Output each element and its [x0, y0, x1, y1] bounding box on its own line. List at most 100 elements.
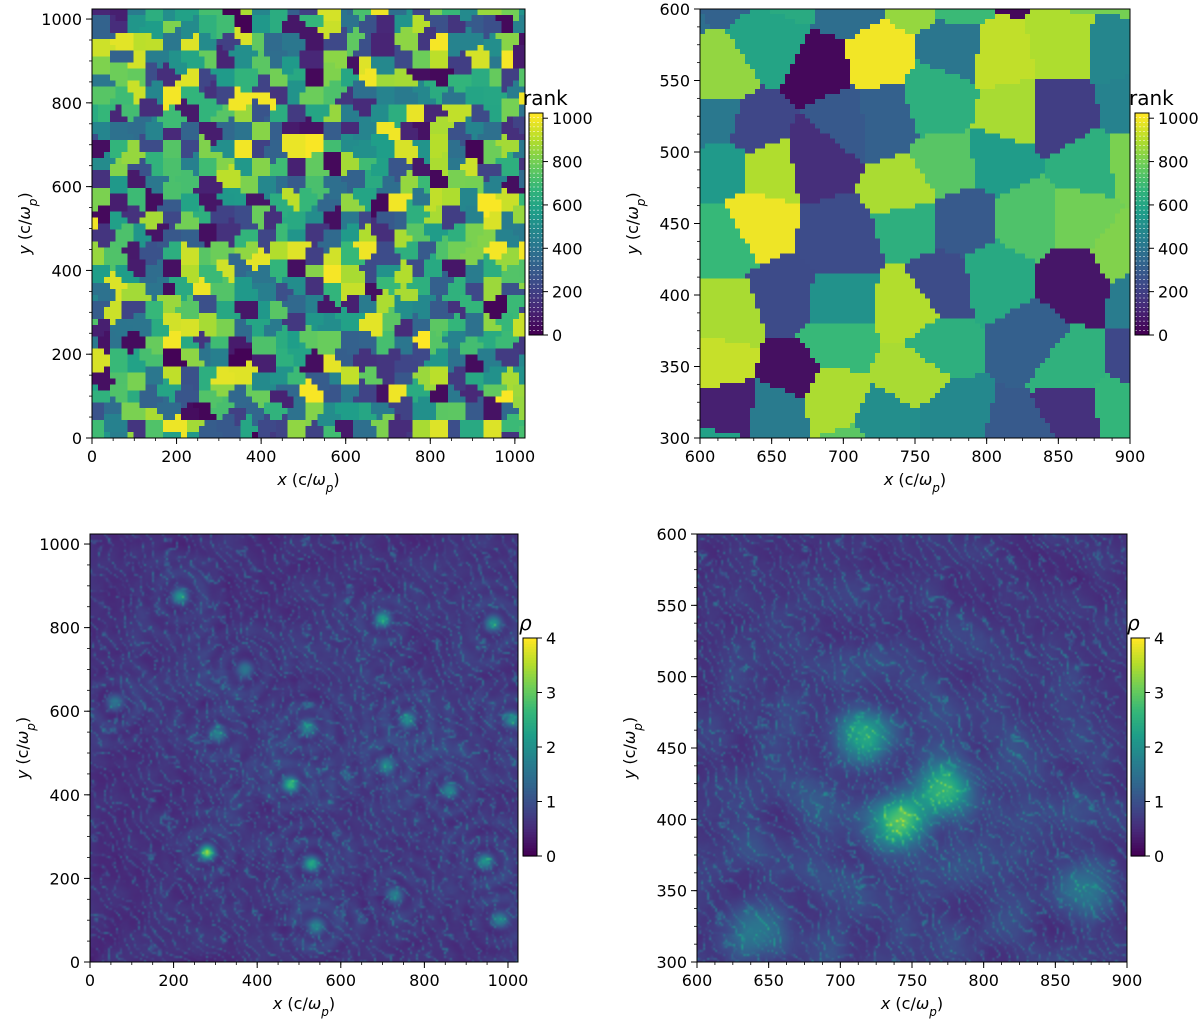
colorbar-segment: [1131, 798, 1145, 803]
axes-panel-2: 600 650 700 750 800 850 900 300 350 400 450 500 550 6…: [659, 0, 1145, 466]
colorbar-segment: [523, 779, 537, 784]
colorbar-segment: [1135, 274, 1149, 280]
colorbar-segment: [1131, 648, 1145, 653]
colorbar-segment: [1131, 727, 1145, 732]
x-axis-label-unit: (c/: [893, 470, 919, 489]
colorbar-segment: [1135, 325, 1149, 331]
colorbar-segment: [529, 224, 543, 230]
colorbar-segment: [1131, 662, 1145, 666]
colorbar-segment: [1131, 815, 1145, 819]
colorbar-segment: [1135, 131, 1149, 137]
colorbar-segment: [1131, 673, 1145, 677]
colorbar-segment: [1135, 233, 1149, 239]
colorbar-segment: [1135, 270, 1149, 276]
colorbar-segment: [1135, 316, 1149, 322]
y-tick-label: 600: [659, 0, 690, 19]
colorbar-segment: [529, 200, 543, 206]
colorbar-segment: [523, 826, 537, 830]
x-tick-label: 0: [85, 971, 95, 990]
colorbar-segment: [529, 210, 543, 216]
y-tick-label: 800: [49, 619, 80, 638]
colorbar-segment: [529, 302, 543, 308]
x-tick-label: 600: [330, 447, 361, 466]
x-tick-label: 750: [897, 971, 928, 990]
colorbar-segment: [529, 311, 543, 317]
colorbar-segment: [529, 293, 543, 299]
colorbar-segment: [1131, 719, 1145, 724]
colorbar-segment: [1131, 646, 1145, 650]
y-axis-label-var: y: [15, 245, 34, 256]
colorbar-segment: [1131, 741, 1145, 745]
colorbar-segment: [1135, 321, 1149, 327]
y-tick-label: 600: [49, 702, 80, 721]
y-tick-label: 300: [656, 953, 687, 972]
colorbar-segment: [1135, 191, 1149, 197]
colorbar-segment: [529, 288, 543, 294]
colorbar-segment: [523, 776, 537, 781]
colorbar-segment: [523, 790, 537, 794]
colorbar-segment: [1131, 722, 1145, 726]
colorbar-segment: [529, 187, 543, 193]
colorbar-segment: [1131, 796, 1145, 800]
colorbar-segment: [529, 113, 543, 119]
y-axis-label-unit: (c/: [15, 219, 34, 245]
x-axis-label: x (c/ωp): [272, 994, 335, 1019]
colorbar-segment: [523, 771, 537, 775]
colorbar-segment: [1135, 237, 1149, 243]
colorbar-segment: [1131, 782, 1145, 786]
colorbar-segment: [523, 823, 537, 827]
x-tick-label: 800: [415, 447, 446, 466]
colorbar-segment: [523, 708, 537, 713]
colorbar-tick-label: 3: [1154, 684, 1164, 703]
axes-panel-4: 600 650 700 750 800 850 900 300 350 400 450 500 550 6…: [656, 525, 1142, 990]
y-tick-label: 1000: [39, 535, 80, 554]
y-tick-label: 0: [70, 953, 80, 972]
density-image: [90, 534, 518, 962]
y-tick-label: 400: [656, 810, 687, 829]
x-tick-label: 600: [326, 971, 357, 990]
y-tick-label: 600: [656, 525, 687, 544]
colorbar-segment: [523, 812, 537, 816]
colorbar-segment: [1131, 752, 1145, 756]
colorbar-segment: [1135, 251, 1149, 257]
colorbar-segment: [1135, 298, 1149, 304]
y-axis-label-sub: p: [26, 198, 40, 207]
colorbar-segment: [529, 274, 543, 280]
colorbar-segment: [1135, 163, 1149, 169]
colorbar-segment: [1135, 302, 1149, 308]
x-tick-label: 900: [1115, 447, 1146, 466]
colorbar-tick-label: 200: [1158, 283, 1189, 302]
colorbar-segment: [523, 744, 537, 748]
colorbar-segment: [1135, 228, 1149, 234]
colorbar-segment: [529, 126, 543, 132]
colorbar-segment: [523, 646, 537, 650]
x-axis-label-sym: ω: [308, 994, 321, 1013]
colorbar-segment: [523, 673, 537, 677]
x-tick-label: 400: [242, 971, 273, 990]
colorbar-segment: [1131, 787, 1145, 792]
colorbar-segment: [1131, 836, 1145, 841]
y-axis-label-sub: p: [24, 723, 38, 732]
colorbar-segment: [529, 140, 543, 146]
colorbar-segment: [529, 307, 543, 313]
colorbar-segment: [1135, 126, 1149, 132]
colorbar-segment: [1135, 136, 1149, 142]
colorbar-segment: [523, 741, 537, 745]
colorbar-segment: [529, 145, 543, 151]
colorbar-segment: [523, 834, 537, 838]
colorbar-segment: [523, 638, 537, 642]
x-tick-label: 200: [161, 447, 192, 466]
x-tick-label: 200: [158, 971, 189, 990]
colorbar-segment: [529, 261, 543, 267]
x-tick-label: 1000: [494, 447, 535, 466]
colorbar-segment: [1135, 311, 1149, 317]
y-axis-label-unit: (c/: [620, 744, 639, 770]
colorbar-segment: [1131, 823, 1145, 827]
y-axis-label: y (c/ωp): [620, 717, 645, 780]
x-axis-label-sym: ω: [916, 994, 929, 1013]
colorbar-segment: [1131, 826, 1145, 830]
colorbar-segment: [1135, 284, 1149, 290]
